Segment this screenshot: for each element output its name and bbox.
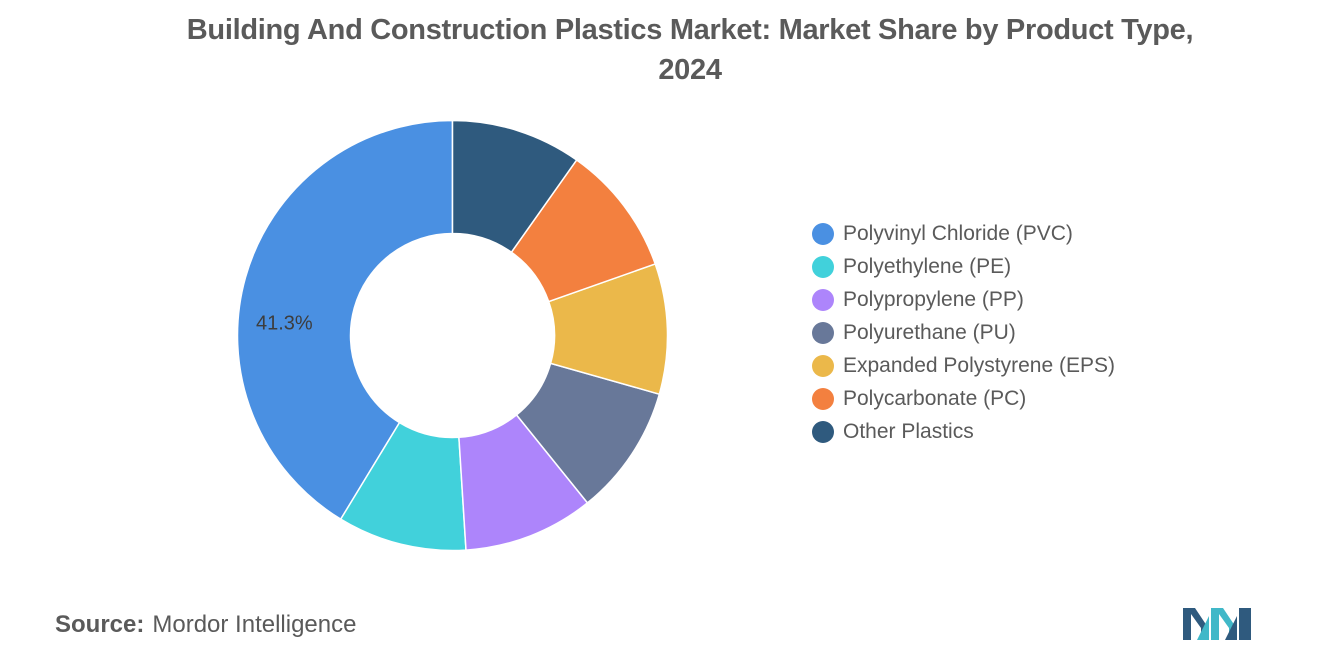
legend-label: Other Plastics <box>843 419 974 443</box>
donut-slice-7 <box>451 119 578 254</box>
source-note: Source: Mordor Intelligence <box>55 611 356 639</box>
legend-item-5: Expanded Polystyrene (EPS) <box>812 349 1115 382</box>
data-label-1: 41.3% <box>256 313 313 335</box>
legend-swatch-icon <box>812 255 834 278</box>
legend-swatch-icon <box>812 420 834 443</box>
donut-slice-1 <box>236 119 454 521</box>
source-label: Source: <box>55 611 145 638</box>
legend-swatch-icon <box>812 387 834 410</box>
legend-item-4: Polyurethane (PU) <box>812 316 1115 349</box>
chart-legend: Polyvinyl Chloride (PVC) Polyethylene (PE… <box>812 217 1115 448</box>
legend-label: Polyurethane (PU) <box>843 320 1016 344</box>
legend-label: Polyvinyl Chloride (PVC) <box>843 221 1073 245</box>
donut-chart: 41.3% <box>236 119 669 552</box>
legend-swatch-icon <box>812 222 834 245</box>
legend-label: Polypropylene (PP) <box>843 287 1024 311</box>
legend-label: Polyethylene (PE) <box>843 254 1012 278</box>
legend-item-1: Polyvinyl Chloride (PVC) <box>812 217 1115 250</box>
chart-title-line-2: 2024 <box>658 54 722 86</box>
legend-label: Expanded Polystyrene (EPS) <box>843 353 1115 377</box>
chart-title: Building And Construction Plastics Marke… <box>60 10 1320 90</box>
legend-item-6: Polycarbonate (PC) <box>812 382 1115 415</box>
legend-item-3: Polypropylene (PP) <box>812 283 1115 316</box>
legend-item-2: Polyethylene (PE) <box>812 250 1115 283</box>
legend-swatch-icon <box>812 321 834 344</box>
source-value: Mordor Intelligence <box>152 611 357 638</box>
chart-title-line-1: Building And Construction Plastics Marke… <box>186 14 1194 46</box>
legend-item-7: Other Plastics <box>812 415 1115 448</box>
legend-swatch-icon <box>812 354 834 377</box>
legend-label: Polycarbonate (PC) <box>843 386 1027 410</box>
legend-swatch-icon <box>812 288 834 311</box>
mordor-intelligence-logo-icon <box>1183 608 1251 640</box>
